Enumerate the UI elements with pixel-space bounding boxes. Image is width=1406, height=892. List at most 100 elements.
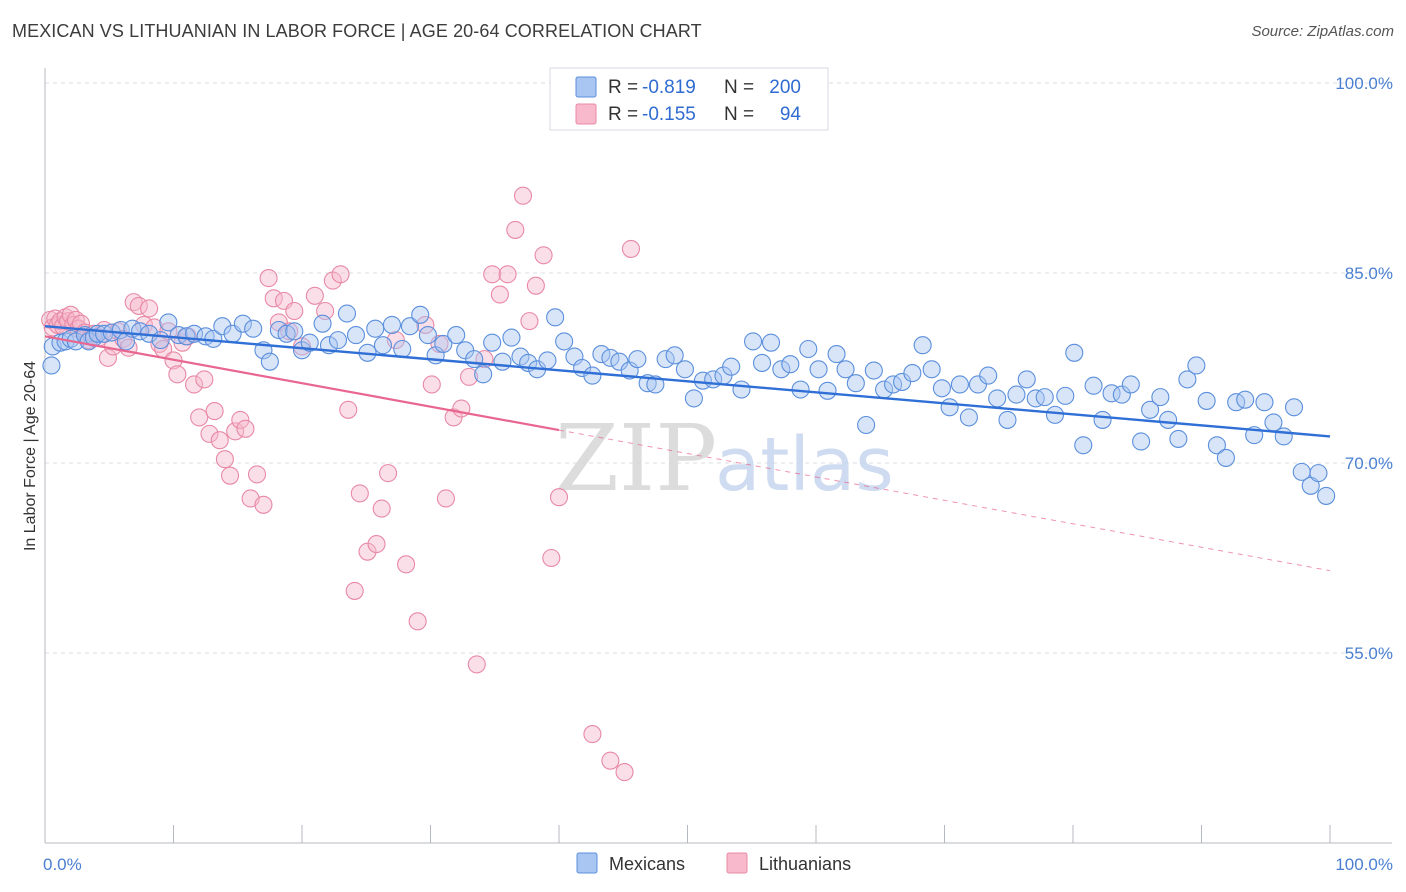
mexicans-point xyxy=(483,333,502,352)
y-tick-label: 55.0% xyxy=(1345,644,1393,663)
mexicans-point xyxy=(1207,436,1226,455)
mexicans-point xyxy=(684,389,703,408)
mexicans-point xyxy=(1084,376,1103,395)
lithuanians-point xyxy=(350,484,369,503)
mexicans-point xyxy=(781,355,800,374)
mexicans-point xyxy=(546,308,565,327)
watermark-zip: ZIP xyxy=(555,405,717,512)
lithuanians-point xyxy=(408,612,427,631)
mexicans-point xyxy=(1264,413,1283,432)
lithuanians-point xyxy=(226,422,245,441)
legend-n-value-2: 94 xyxy=(780,104,802,125)
gridlines xyxy=(45,82,1392,654)
mexicans-point xyxy=(1017,370,1036,389)
lithuanians-point xyxy=(513,186,533,205)
mexicans-point xyxy=(583,366,602,385)
mexicans-point xyxy=(411,305,430,324)
lithuanians-point xyxy=(305,286,324,305)
lithuanians-point xyxy=(436,489,455,508)
mexicans-point xyxy=(447,326,466,345)
lithuanians-point xyxy=(452,399,471,418)
mexicans-point xyxy=(1045,405,1065,424)
mexicans-point xyxy=(864,361,883,380)
trend-lines xyxy=(44,325,1331,572)
mexicans-point xyxy=(292,341,312,360)
mexicans-point xyxy=(656,350,675,369)
lithuanians-point xyxy=(483,265,502,284)
mexicans-point xyxy=(393,339,412,359)
lithuanians-point xyxy=(621,239,641,258)
mexicans-point xyxy=(1236,390,1255,409)
lithuanians-point xyxy=(190,408,209,427)
mexicans-point xyxy=(988,389,1007,408)
lithuanians-point xyxy=(506,220,525,239)
lithuanians-point xyxy=(168,365,187,384)
lithuanians-point xyxy=(205,402,224,421)
axes xyxy=(44,68,1392,844)
lithuanians-point xyxy=(254,495,273,514)
mexicans-point xyxy=(213,317,232,336)
lithuanians-point xyxy=(379,464,398,483)
mexicans-point xyxy=(1309,464,1328,483)
lithuanians-point xyxy=(285,301,304,321)
mexicans-point xyxy=(233,314,252,333)
mexicans-point xyxy=(932,379,951,398)
y-tick-label: 85.0% xyxy=(1345,264,1393,283)
mexicans-point xyxy=(913,336,932,355)
legend-n-label-1: N = xyxy=(724,77,754,98)
legend-r-value-2: -0.155 xyxy=(642,104,696,125)
lithuanians-point xyxy=(526,276,545,295)
mexicans-point xyxy=(761,333,781,352)
legend-n-value-1: 200 xyxy=(769,77,801,98)
lithuanians-point xyxy=(98,348,118,367)
mexicans-point xyxy=(1151,388,1170,407)
mexicans-point xyxy=(772,360,791,379)
x-tick-labels: 0.0% 100.0% xyxy=(43,855,1393,874)
lithuanians-trend-line xyxy=(44,335,560,432)
mexicans-point xyxy=(818,381,837,400)
mexicans-point xyxy=(260,352,279,371)
mexicans-point xyxy=(752,353,772,372)
series-legend: Mexicans Lithuanians xyxy=(576,852,851,874)
mexicans-point xyxy=(959,408,978,427)
mexicans-point xyxy=(1159,410,1178,429)
lithuanians-point xyxy=(467,655,486,674)
mexicans-point xyxy=(337,304,357,323)
lithuanians-point xyxy=(601,751,620,770)
mexicans-point xyxy=(328,331,348,350)
mexicans-point xyxy=(743,332,763,351)
mexicans-point xyxy=(1035,388,1054,407)
lithuanians-trend-extended xyxy=(558,429,1331,572)
mexicans-point xyxy=(1065,343,1084,362)
lithuanians-point xyxy=(140,299,159,318)
mexicans-point xyxy=(418,326,437,345)
y-tick-label: 70.0% xyxy=(1345,454,1393,473)
mexicans-point xyxy=(979,366,998,385)
mexicans-point xyxy=(592,345,611,364)
source-label: Source: ZipAtlas.com xyxy=(1251,23,1394,40)
mexicans-point xyxy=(1112,385,1131,404)
lithuanians-point xyxy=(498,265,517,284)
lithuanians-point xyxy=(231,410,250,429)
lithuanians-point xyxy=(236,419,255,438)
mexicans-point xyxy=(465,350,484,369)
mexicans-point xyxy=(1187,356,1206,375)
lithuanians-point xyxy=(247,465,267,484)
legend-n-label-2: N = xyxy=(724,104,754,125)
lithuanians-point xyxy=(331,265,350,284)
lithuanians-point xyxy=(220,466,240,485)
legend-r-label-1: R = xyxy=(608,77,638,98)
lithuanians-point xyxy=(615,763,634,782)
lithuanians-point xyxy=(185,375,204,394)
lithuanians-point xyxy=(259,269,278,288)
lithuanians-point xyxy=(542,548,561,568)
mexicans-point xyxy=(346,326,366,345)
legend-swatch-mexicans xyxy=(575,76,597,98)
mexicans-point xyxy=(1284,398,1304,417)
lithuanians-point xyxy=(345,581,364,600)
y-axis-label: In Labor Force | Age 20-64 xyxy=(22,361,39,551)
lithuanians-point xyxy=(583,725,602,744)
mexicans-point xyxy=(538,351,557,370)
lithuanians-point xyxy=(520,312,539,331)
mexicans-point xyxy=(846,374,865,393)
